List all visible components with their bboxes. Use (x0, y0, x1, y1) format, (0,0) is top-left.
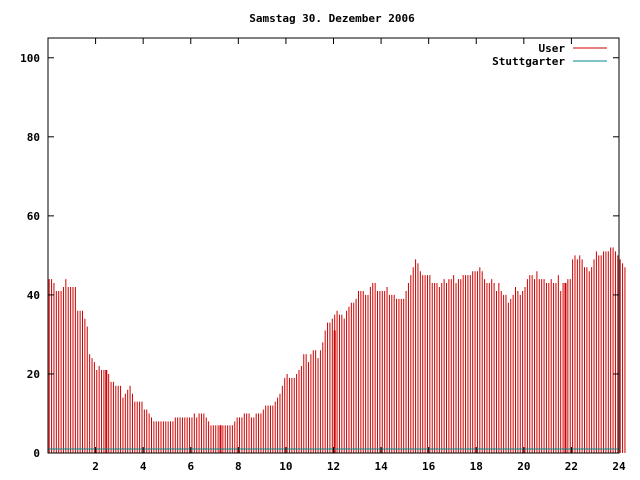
y-tick-label: 20 (27, 368, 40, 381)
x-tick-label: 8 (235, 460, 242, 473)
x-tick-label: 4 (140, 460, 147, 473)
legend-label-stuttgarter: Stuttgarter (492, 55, 565, 68)
plot-series (48, 247, 626, 453)
y-tick-label: 40 (27, 289, 40, 302)
x-tick-label: 10 (279, 460, 292, 473)
y-tick-label: 0 (33, 447, 40, 460)
legend-label-user: User (539, 42, 566, 55)
x-tick-label: 18 (470, 460, 483, 473)
y-tick-label: 80 (27, 131, 40, 144)
x-tick-label: 16 (422, 460, 436, 473)
x-tick-label: 14 (374, 460, 388, 473)
chart-title: Samstag 30. Dezember 2006 (249, 12, 415, 25)
x-tick-label: 22 (565, 460, 578, 473)
legend: User Stuttgarter (492, 42, 607, 68)
y-tick-label: 100 (20, 52, 40, 65)
x-tick-label: 2 (92, 460, 99, 473)
x-tick-label: 20 (517, 460, 530, 473)
plot-frame (47, 37, 620, 454)
x-tick-label: 12 (327, 460, 340, 473)
x-tick-label: 24 (612, 460, 626, 473)
x-tick-label: 6 (187, 460, 194, 473)
y-tick-label: 60 (27, 210, 40, 223)
